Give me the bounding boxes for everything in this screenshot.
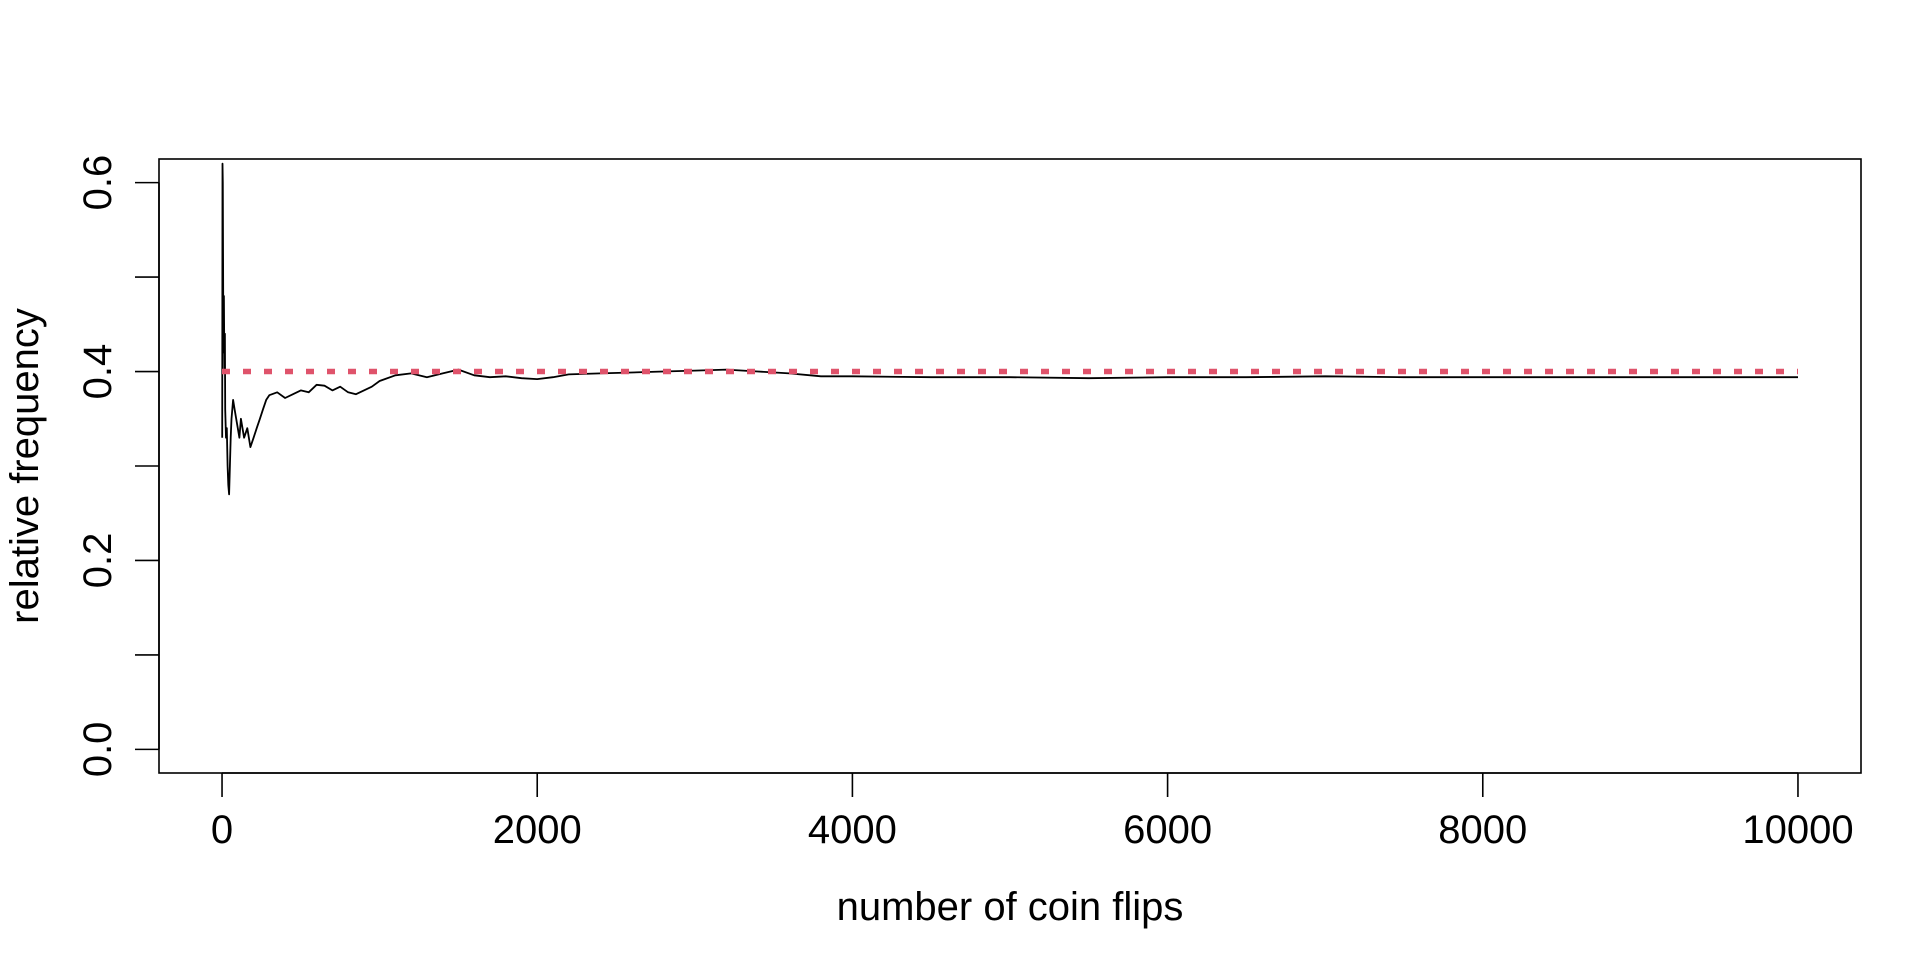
relative-frequency-line bbox=[221, 162, 1798, 496]
x-tick-label: 10000 bbox=[1742, 808, 1853, 852]
y-axis-label: relative frequency bbox=[3, 308, 47, 624]
y-tick-label: 0.0 bbox=[76, 722, 120, 778]
y-tick-label: 0.6 bbox=[76, 155, 120, 211]
y-tick-label: 0.2 bbox=[76, 533, 120, 589]
x-tick-label: 6000 bbox=[1123, 808, 1212, 852]
x-tick-label: 0 bbox=[211, 808, 233, 852]
x-tick-label: 2000 bbox=[493, 808, 582, 852]
x-tick-label: 4000 bbox=[808, 808, 897, 852]
y-axis: 0.0 0.2 0.4 0.6 bbox=[76, 155, 160, 778]
x-tick-label: 8000 bbox=[1438, 808, 1527, 852]
series-layer bbox=[221, 162, 1798, 496]
x-axis-label: number of coin flips bbox=[837, 885, 1184, 929]
x-axis: 0 2000 4000 6000 8000 10000 bbox=[211, 772, 1854, 852]
plot-area-frame bbox=[158, 158, 1862, 774]
y-tick-label: 0.4 bbox=[76, 344, 120, 400]
